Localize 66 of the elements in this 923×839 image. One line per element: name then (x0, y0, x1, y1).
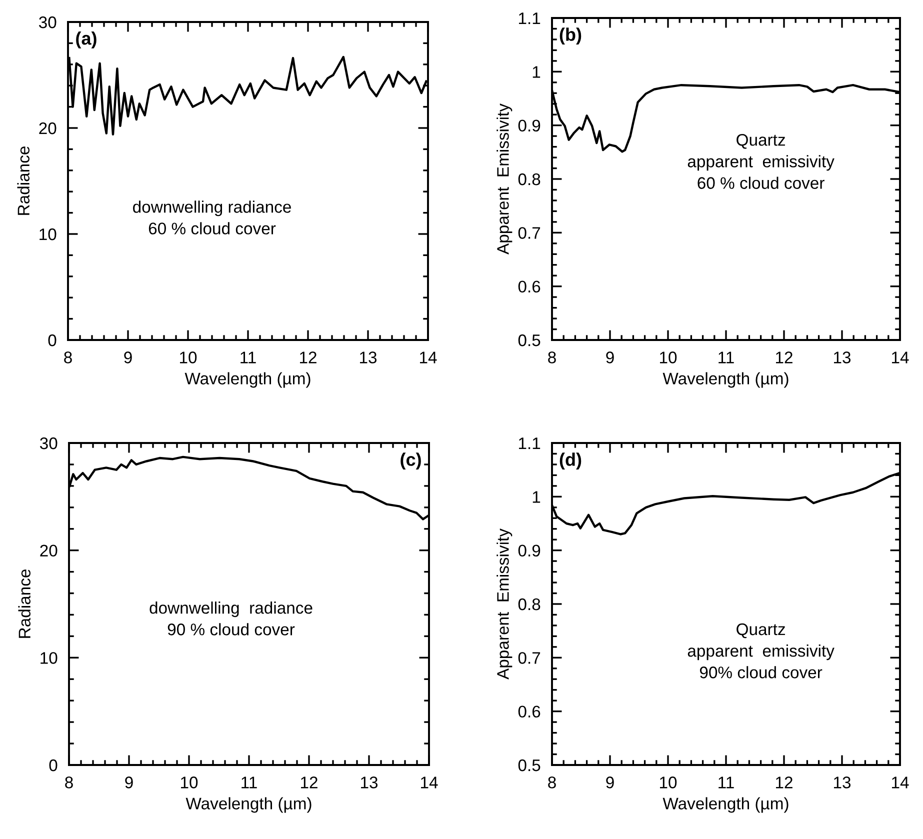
x-tick-label: 8 (65, 776, 73, 788)
annotation: downwelling radiance 90 % cloud cover (150, 602, 312, 636)
x-tick-label: 13 (834, 776, 851, 788)
x-axis-title: Wavelength (µm) (186, 797, 312, 813)
x-tick-label: 14 (892, 352, 909, 364)
y-tick-label: 0.7 (518, 652, 540, 664)
x-tick-label: 9 (124, 352, 132, 364)
x-tick-label: 8 (548, 776, 556, 788)
y-tick-label: 1 (532, 66, 540, 78)
x-tick-label: 12 (776, 776, 792, 788)
x-tick-label: 9 (125, 776, 133, 788)
y-tick-label: 0 (49, 759, 58, 772)
y-tick-label: 0 (48, 334, 56, 346)
annotation: (b) (560, 28, 582, 44)
x-tick-label: 11 (240, 352, 256, 364)
y-tick-label: 10 (40, 228, 56, 240)
x-tick-label: 11 (242, 776, 257, 788)
x-tick-label: 13 (834, 352, 851, 364)
x-tick-label: 13 (361, 776, 378, 788)
x-tick-label: 10 (660, 352, 677, 364)
y-axis-title: Apparent Emissivity (496, 104, 512, 254)
y-tick-label: 30 (38, 16, 56, 28)
y-tick-label: 0.6 (518, 280, 540, 293)
x-tick-label: 8 (548, 352, 556, 364)
y-tick-label: 0.8 (518, 173, 540, 186)
x-tick-label: 12 (300, 352, 316, 364)
y-tick-label: 0.7 (518, 227, 540, 239)
x-axis-title: Wavelength (µm) (662, 372, 788, 388)
y-tick-label: 1 (532, 491, 540, 503)
x-tick-label: 12 (301, 776, 318, 788)
x-tick-label: 9 (606, 352, 614, 364)
x-tick-label: 9 (606, 776, 614, 788)
y-tick-label: 1.1 (518, 438, 540, 450)
x-tick-label: 8 (64, 352, 72, 364)
x-tick-label: 13 (360, 352, 377, 364)
annotation: (a) (76, 32, 96, 48)
y-tick-label: 1.1 (518, 12, 540, 24)
x-tick-label: 14 (420, 352, 437, 364)
x-tick-label: 14 (892, 776, 909, 788)
x-tick-label: 10 (180, 352, 197, 364)
y-axis-title: Radiance (18, 570, 31, 638)
y-tick-label: 0.5 (518, 759, 540, 772)
annotation: downwelling radiance 60 % cloud cover (133, 200, 291, 234)
y-tick-label: 20 (40, 544, 58, 557)
y-tick-label: 30 (40, 437, 58, 450)
x-tick-label: 10 (181, 776, 198, 788)
y-tick-label: 20 (39, 122, 56, 134)
x-tick-label: 10 (660, 776, 677, 788)
y-tick-label: 0.9 (518, 544, 540, 557)
x-tick-label: 14 (421, 776, 438, 788)
x-axis-title: Wavelength (µm) (184, 372, 310, 388)
y-axis-title: Radiance (17, 146, 30, 215)
y-tick-label: 0.9 (518, 120, 540, 132)
y-tick-label: 0.8 (518, 598, 540, 610)
annotation: Quartz apparent emissivity 60 % cloud cover (688, 134, 834, 189)
y-tick-label: 10 (40, 652, 58, 664)
annotation: (c) (400, 452, 421, 470)
y-tick-label: 0.5 (518, 334, 540, 346)
y-tick-label: 0.6 (518, 706, 540, 718)
x-tick-label: 12 (776, 352, 792, 364)
x-tick-label: 11 (718, 776, 734, 788)
x-tick-label: 11 (718, 352, 734, 364)
y-axis-title: Apparent Emissivity (496, 528, 512, 680)
annotation: (d) (560, 452, 582, 470)
x-axis-title: Wavelength (µm) (662, 797, 788, 813)
annotation: Quartz apparent emissivity 90% cloud cover (688, 623, 834, 678)
